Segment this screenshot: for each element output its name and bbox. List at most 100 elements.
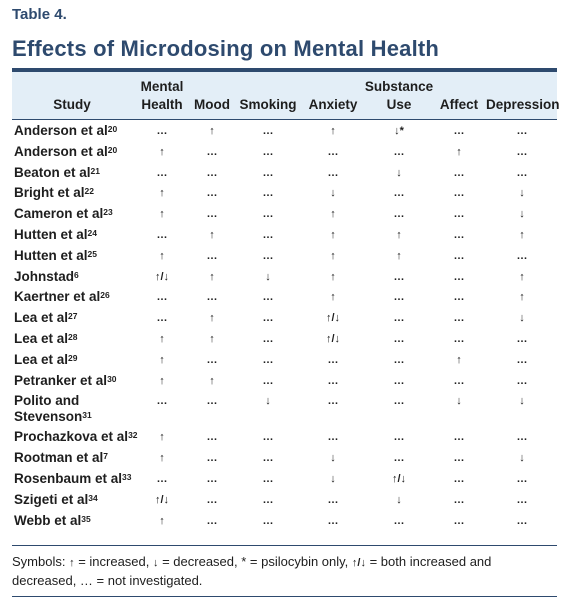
header-mental-health-line2: Health — [141, 97, 183, 112]
cell-smoking: … — [262, 472, 274, 485]
study-name-text: Lea et al — [14, 330, 69, 346]
study-name-text: Johnstad — [14, 268, 75, 284]
table-row: Szigeti et al34 ↑/↓……… ↓…… — [12, 489, 557, 510]
table-row: Johnstad6 ↑/↓ ↑ ↓ ↑ … … ↑ — [12, 266, 557, 287]
study-name: Petranker et al30 — [14, 373, 117, 389]
study-name: Hutten et al24 — [14, 227, 97, 243]
study-name-text: Beaton et al — [14, 164, 91, 180]
cell-anxiety: … — [327, 431, 339, 444]
cell-depression: … — [516, 249, 528, 262]
table-body: Anderson et al20… ↑… ↑ ↓*…… Anderson et al20… — [12, 120, 557, 530]
study-name-text: Kaertner et al — [14, 289, 101, 305]
header-smoking: Smoking — [239, 97, 297, 112]
table-row: Webb et al35 ↑……………… — [12, 510, 557, 531]
table-row: Lea et al29 ↑………… ↑… — [12, 349, 557, 370]
reference-number: 20 — [107, 144, 118, 155]
cell-mental-health: ↑ — [159, 374, 165, 387]
study-name-text: Webb et al — [14, 512, 82, 528]
cell-substance-use: … — [393, 208, 405, 221]
cell-smoking: … — [262, 332, 274, 345]
cell-affect: … — [453, 312, 465, 325]
reference-number: 27 — [68, 311, 78, 322]
study-name: Anderson et al20 — [14, 123, 117, 139]
cell-affect: … — [453, 493, 465, 506]
study-name-text-line2: Stevenson — [14, 409, 83, 425]
header-affect: Affect — [439, 97, 479, 112]
cell-anxiety: ↑ — [330, 228, 336, 241]
header-study: Study — [53, 97, 91, 112]
table-row: Anderson et al20 ↑………… ↑… — [12, 141, 557, 162]
cell-substance-use: … — [393, 332, 405, 345]
cell-smoking: … — [262, 374, 274, 387]
cell-mental-health: ↑ — [159, 353, 165, 366]
reference-number: 32 — [128, 430, 138, 441]
cell-anxiety: … — [327, 166, 339, 179]
cell-mental-health: ↑ — [159, 208, 165, 221]
cell-anxiety: … — [327, 493, 339, 506]
cell-substance-use: ↓* — [394, 125, 404, 137]
cell-mood: ↑ — [209, 270, 215, 283]
cell-mental-health: … — [156, 228, 168, 241]
footnote-both-text: = both increased and decreased, … = not … — [12, 554, 492, 588]
study-name: Kaertner et al26 — [14, 289, 110, 305]
study-name: Lea et al28 — [14, 331, 78, 347]
cell-smoking: … — [262, 249, 274, 262]
table-row: Polito and Stevenson31 … … ↓ … … ↓ ↓ — [12, 390, 557, 426]
study-name-text: Rosenbaum et al — [14, 470, 123, 486]
study-name-text: Hutten et al — [14, 226, 88, 242]
cell-depression: … — [516, 166, 528, 179]
cell-anxiety: ↓ — [330, 472, 336, 485]
cell-depression: … — [516, 145, 528, 158]
cell-substance-use: … — [393, 395, 405, 408]
cell-depression: ↓ — [519, 187, 525, 200]
reference-number: 6 — [74, 269, 79, 280]
table-row: Rosenbaum et al33……… ↓ ↑/↓…… — [12, 468, 557, 489]
cell-affect: … — [453, 249, 465, 262]
cell-mood: … — [206, 291, 218, 304]
cell-depression: ↑ — [519, 270, 525, 283]
study-name-text: Bright et al — [14, 185, 85, 201]
cell-depression: … — [516, 514, 528, 527]
cell-mood: ↑ — [209, 125, 215, 137]
header-anxiety: Anxiety — [308, 97, 358, 112]
study-name: Polito and Stevenson31 — [14, 393, 92, 425]
study-name: Szigeti et al34 — [14, 492, 98, 508]
table-row: Bright et al22 ↑ … … ↓ … … ↓ — [12, 182, 557, 203]
cell-mental-health: … — [156, 166, 168, 179]
cell-substance-use: ↑ — [396, 249, 402, 262]
table-row: Lea et al27 … ↑ … ↑/↓ … … ↓ — [12, 307, 557, 328]
cell-mood: … — [206, 249, 218, 262]
cell-anxiety: … — [327, 145, 339, 158]
reference-number: 35 — [81, 513, 91, 524]
cell-mental-health: ↑ — [159, 452, 165, 465]
footnote-up-text: = increased, — [74, 554, 153, 569]
table-header: Study Mental Health Mood Smoking Anxiety… — [12, 72, 560, 119]
reference-number: 24 — [87, 227, 97, 238]
study-name: Beaton et al21 — [14, 165, 100, 181]
cell-anxiety: … — [327, 353, 339, 366]
study-name-text: Rootman et al — [14, 450, 104, 466]
cell-substance-use: … — [393, 353, 405, 366]
cell-smoking: … — [262, 228, 274, 241]
header-mental-health: Mental Health — [136, 78, 188, 114]
cell-mood: … — [206, 452, 218, 465]
cell-smoking: … — [262, 125, 274, 137]
cell-smoking: … — [262, 187, 274, 200]
table-label: Table 4. — [12, 6, 67, 23]
arrow-up-down-icon: ↑/↓ — [351, 557, 366, 569]
table-row: Hutten et al25 ↑…… ↑ ↑…… — [12, 245, 557, 266]
cell-depression: ↓ — [519, 452, 525, 465]
cell-affect: … — [453, 228, 465, 241]
cell-mood: … — [206, 166, 218, 179]
cell-depression: … — [516, 493, 528, 506]
cell-smoking: … — [262, 431, 274, 444]
cell-mood: ↑ — [209, 374, 215, 387]
cell-mental-health: ↑ — [159, 514, 165, 527]
cell-substance-use: … — [393, 270, 405, 283]
cell-affect: … — [453, 374, 465, 387]
cell-substance-use: … — [393, 312, 405, 325]
cell-anxiety: ↑ — [330, 125, 336, 137]
table-row: Petranker et al30 ↑ ↑…………… — [12, 370, 557, 391]
cell-mental-health: … — [156, 472, 168, 485]
study-name: Webb et al35 — [14, 513, 91, 529]
